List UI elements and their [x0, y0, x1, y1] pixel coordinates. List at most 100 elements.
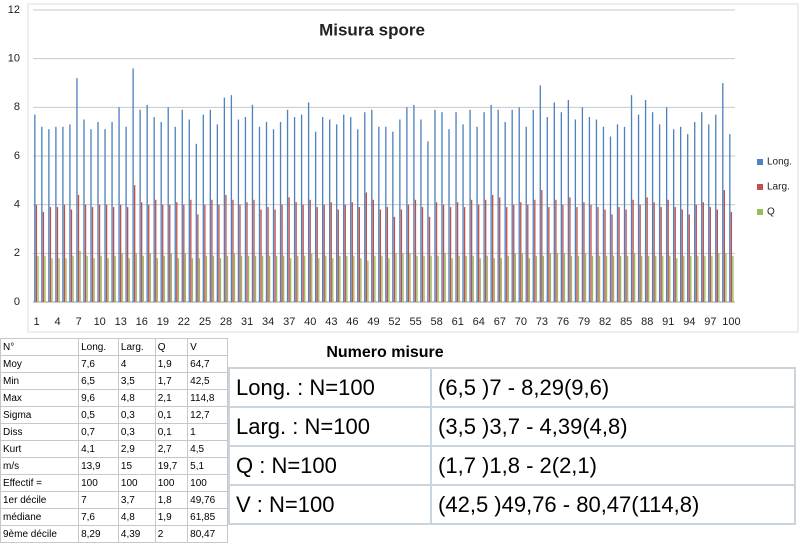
- bar: [428, 216, 431, 302]
- bar: [83, 119, 85, 302]
- bar: [574, 119, 577, 302]
- bar: [534, 199, 536, 302]
- bar: [191, 258, 194, 302]
- bar: [497, 109, 499, 303]
- bar: [223, 97, 226, 302]
- bar: [300, 114, 303, 302]
- bar: [156, 258, 158, 302]
- bar: [230, 95, 233, 303]
- bar: [541, 190, 543, 302]
- bar: [683, 255, 685, 302]
- bar: [216, 124, 219, 302]
- bar: [485, 199, 487, 302]
- bar: [386, 207, 389, 302]
- bar: [674, 207, 676, 302]
- bar: [378, 126, 380, 302]
- bar: [641, 255, 643, 302]
- bar: [567, 100, 570, 303]
- bar: [695, 204, 697, 302]
- table-cell: 7,6: [78, 355, 119, 373]
- bar: [379, 209, 382, 302]
- bar: [107, 258, 109, 302]
- bar: [93, 258, 95, 302]
- table-cell: 64,7: [187, 355, 228, 373]
- bar: [400, 209, 403, 302]
- table-cell: 2,9: [117, 440, 156, 458]
- bar: [511, 109, 513, 303]
- bar: [77, 194, 80, 302]
- bar: [644, 100, 647, 303]
- bar: [715, 114, 717, 302]
- table-cell: 100: [78, 474, 119, 492]
- bar: [704, 255, 706, 302]
- bar: [170, 253, 172, 302]
- bar: [350, 117, 352, 302]
- bar: [556, 253, 559, 302]
- x-tick-label: 1: [33, 316, 39, 328]
- bars: [34, 68, 734, 303]
- bar: [330, 202, 332, 302]
- bar: [548, 207, 550, 302]
- bar: [167, 107, 169, 302]
- table-row: Effectif = 100 100 100 100: [0, 474, 228, 492]
- x-tick-label: 7: [76, 316, 82, 328]
- x-tick-label: 25: [199, 316, 211, 328]
- table-cell: Long.: [78, 338, 119, 356]
- bar: [732, 255, 734, 302]
- table-cell: 7,6: [78, 508, 119, 526]
- bar: [288, 197, 290, 302]
- bar: [434, 109, 436, 303]
- bar: [479, 258, 481, 302]
- bar: [309, 199, 311, 302]
- table-cell: 100: [117, 474, 156, 492]
- bar: [365, 192, 367, 302]
- bar: [86, 255, 88, 302]
- bar: [492, 194, 494, 302]
- x-tick-label: 94: [683, 316, 695, 328]
- bar: [162, 204, 164, 302]
- bar: [135, 253, 137, 302]
- bar: [325, 255, 327, 302]
- bar: [202, 114, 204, 302]
- table-cell: 4,1: [78, 440, 119, 458]
- table-cell: 15: [117, 457, 156, 475]
- x-tick-label: 40: [304, 316, 316, 328]
- bar: [381, 255, 383, 302]
- bar: [694, 121, 696, 302]
- table-cell: V : N=100: [227, 484, 433, 525]
- bar: [360, 258, 362, 302]
- table-cell: 0,1: [154, 423, 189, 441]
- bar: [385, 126, 387, 302]
- x-tick-label: 91: [662, 316, 674, 328]
- table-cell: 3,5: [117, 372, 156, 390]
- bar: [407, 204, 410, 302]
- table-cell: 4,8: [117, 389, 156, 407]
- x-tick-label: 46: [346, 316, 358, 328]
- bar: [423, 255, 425, 302]
- table-cell: 0,3: [117, 423, 156, 441]
- table-cell: Q : N=100: [227, 445, 433, 486]
- bar: [514, 253, 516, 302]
- bar: [183, 204, 185, 302]
- bar: [577, 255, 580, 302]
- bar: [63, 204, 66, 302]
- bar: [65, 258, 67, 302]
- measures-title: Numero misure: [326, 344, 444, 361]
- bar: [553, 102, 555, 302]
- bar: [272, 129, 275, 302]
- bar: [681, 209, 683, 302]
- bar: [97, 121, 99, 302]
- bar: [525, 126, 527, 302]
- table-cell: 114,8: [187, 389, 228, 407]
- table-cell: 9,6: [78, 389, 119, 407]
- bar: [260, 209, 262, 302]
- bar: [605, 255, 608, 302]
- y-tick-label: 10: [8, 53, 20, 65]
- bar: [458, 255, 460, 302]
- table-cell: Kurt: [0, 440, 80, 458]
- bar: [51, 258, 53, 302]
- bar: [48, 129, 50, 302]
- bar: [265, 121, 268, 302]
- bar: [562, 204, 564, 302]
